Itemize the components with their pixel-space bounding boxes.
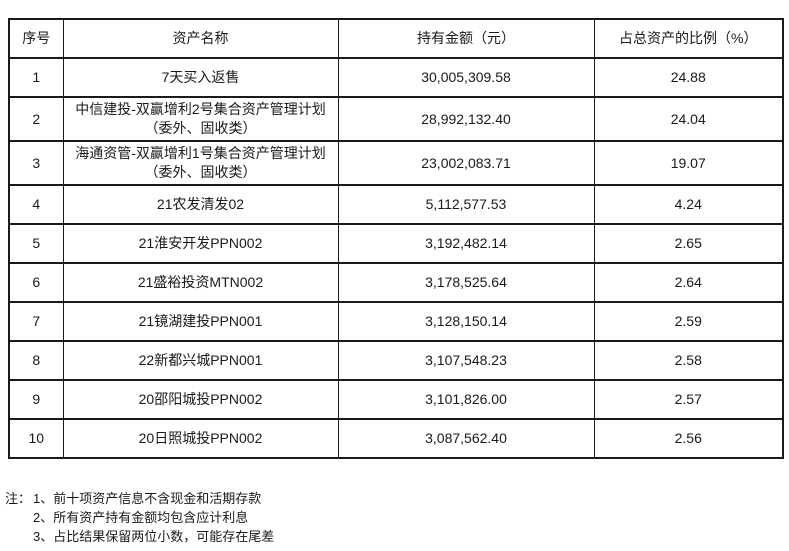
asset-name-cell: 20日照城投PPN002 — [62, 418, 339, 459]
holding-amount-cell: 3,087,562.40 — [337, 418, 595, 459]
table-row: 3 海通资管-双赢增利1号集合资产管理计划（委外、固收类） 23,002,083.7… — [8, 140, 784, 186]
col-header-amount: 持有金额（元） — [337, 18, 595, 59]
asset-percentage-cell: 2.57 — [593, 379, 784, 420]
footnotes: 注： 1、前十项资产信息不含现金和活期存款 2、所有资产持有金额均包含应计利息 … — [5, 489, 274, 546]
footnote-item: 1、前十项资产信息不含现金和活期存款 — [33, 491, 262, 506]
table-row: 1 7天买入返售 30,005,309.58 24.88 — [8, 57, 784, 98]
holding-amount-cell: 5,112,577.53 — [337, 184, 595, 225]
holding-amount-cell: 3,128,150.14 — [337, 301, 595, 342]
asset-name-cell: 7天买入返售 — [62, 57, 339, 98]
holding-amount-cell: 3,107,548.23 — [337, 340, 595, 381]
asset-percentage-cell: 2.64 — [593, 262, 784, 303]
row-index-cell: 4 — [8, 184, 64, 225]
row-index-cell: 8 — [8, 340, 64, 381]
row-index-cell: 10 — [8, 418, 64, 459]
asset-percentage-cell: 2.56 — [593, 418, 784, 459]
asset-name-cell: 20邵阳城投PPN002 — [62, 379, 339, 420]
table-row: 7 21镜湖建投PPN001 3,128,150.14 2.59 — [8, 301, 784, 342]
footnote-prefix-spacer — [5, 508, 33, 527]
asset-percentage-cell: 4.24 — [593, 184, 784, 225]
footnote-prefix: 注： — [5, 491, 32, 506]
holding-amount-cell: 3,101,826.00 — [337, 379, 595, 420]
asset-percentage-cell: 24.04 — [593, 96, 784, 142]
col-header-asset-name: 资产名称 — [62, 18, 339, 59]
top-assets-table: 序号 资产名称 持有金额（元） 占总资产的比例（%） 1 7天买入返售 30,005… — [8, 18, 784, 459]
row-index-cell: 5 — [8, 223, 64, 264]
row-index-cell: 6 — [8, 262, 64, 303]
asset-name-cell: 21镜湖建投PPN001 — [62, 301, 339, 342]
table-row: 2 中信建投-双赢增利2号集合资产管理计划（委外、固收类） 28,992,132.4… — [8, 96, 784, 142]
footnote-line: 2、所有资产持有金额均包含应计利息 — [5, 508, 274, 527]
table-row: 6 21盛裕投资MTN002 3,178,525.64 2.64 — [8, 262, 784, 303]
holding-amount-cell: 28,992,132.40 — [337, 96, 595, 142]
table-row: 4 21农发清发02 5,112,577.53 4.24 — [8, 184, 784, 225]
col-header-index: 序号 — [8, 18, 64, 59]
footnote-line: 注： 1、前十项资产信息不含现金和活期存款 — [5, 489, 274, 508]
asset-name-cell: 22新都兴城PPN001 — [62, 340, 339, 381]
holding-amount-cell: 3,192,482.14 — [337, 223, 595, 264]
asset-percentage-cell: 2.58 — [593, 340, 784, 381]
asset-percentage-cell: 2.65 — [593, 223, 784, 264]
table-row: 10 20日照城投PPN002 3,087,562.40 2.56 — [8, 418, 784, 459]
table-header-row: 序号 资产名称 持有金额（元） 占总资产的比例（%） — [8, 18, 784, 59]
footnote-prefix-spacer — [5, 527, 33, 546]
asset-name-cell: 21盛裕投资MTN002 — [62, 262, 339, 303]
footnote-item: 2、所有资产持有金额均包含应计利息 — [33, 510, 249, 525]
table-row: 8 22新都兴城PPN001 3,107,548.23 2.58 — [8, 340, 784, 381]
footnote-line: 3、占比结果保留两位小数，可能存在尾差 — [5, 527, 274, 546]
asset-name-cell: 21淮安开发PPN002 — [62, 223, 339, 264]
asset-percentage-cell: 24.88 — [593, 57, 784, 98]
col-header-percentage: 占总资产的比例（%） — [593, 18, 784, 59]
asset-percentage-cell: 2.59 — [593, 301, 784, 342]
holding-amount-cell: 23,002,083.71 — [337, 140, 595, 186]
asset-name-cell: 中信建投-双赢增利2号集合资产管理计划（委外、固收类） — [62, 96, 339, 142]
holding-amount-cell: 3,178,525.64 — [337, 262, 595, 303]
table-body: 1 7天买入返售 30,005,309.58 24.88 2 中信建投-双赢增利2号集合资… — [8, 57, 784, 459]
row-index-cell: 2 — [8, 96, 64, 142]
footnote-item: 3、占比结果保留两位小数，可能存在尾差 — [33, 529, 275, 544]
row-index-cell: 7 — [8, 301, 64, 342]
table-row: 9 20邵阳城投PPN002 3,101,826.00 2.57 — [8, 379, 784, 420]
asset-name-cell: 海通资管-双赢增利1号集合资产管理计划（委外、固收类） — [62, 140, 339, 186]
asset-name-cell: 21农发清发02 — [62, 184, 339, 225]
asset-percentage-cell: 19.07 — [593, 140, 784, 186]
row-index-cell: 9 — [8, 379, 64, 420]
table-row: 5 21淮安开发PPN002 3,192,482.14 2.65 — [8, 223, 784, 264]
row-index-cell: 1 — [8, 57, 64, 98]
holding-amount-cell: 30,005,309.58 — [337, 57, 595, 98]
row-index-cell: 3 — [8, 140, 64, 186]
